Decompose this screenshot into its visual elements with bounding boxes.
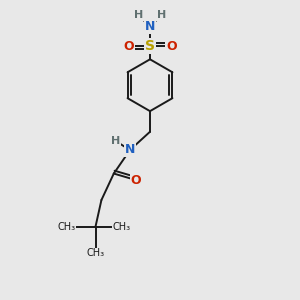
Text: H: H [157,10,167,20]
Text: CH₃: CH₃ [113,222,131,232]
Text: O: O [124,40,134,53]
Text: CH₃: CH₃ [57,222,75,232]
Text: N: N [145,20,155,33]
Text: S: S [145,39,155,53]
Text: H: H [111,136,121,146]
Text: CH₃: CH₃ [86,248,105,258]
Text: O: O [166,40,176,53]
Text: N: N [125,143,135,157]
Text: H: H [134,10,143,20]
Text: O: O [130,173,141,187]
